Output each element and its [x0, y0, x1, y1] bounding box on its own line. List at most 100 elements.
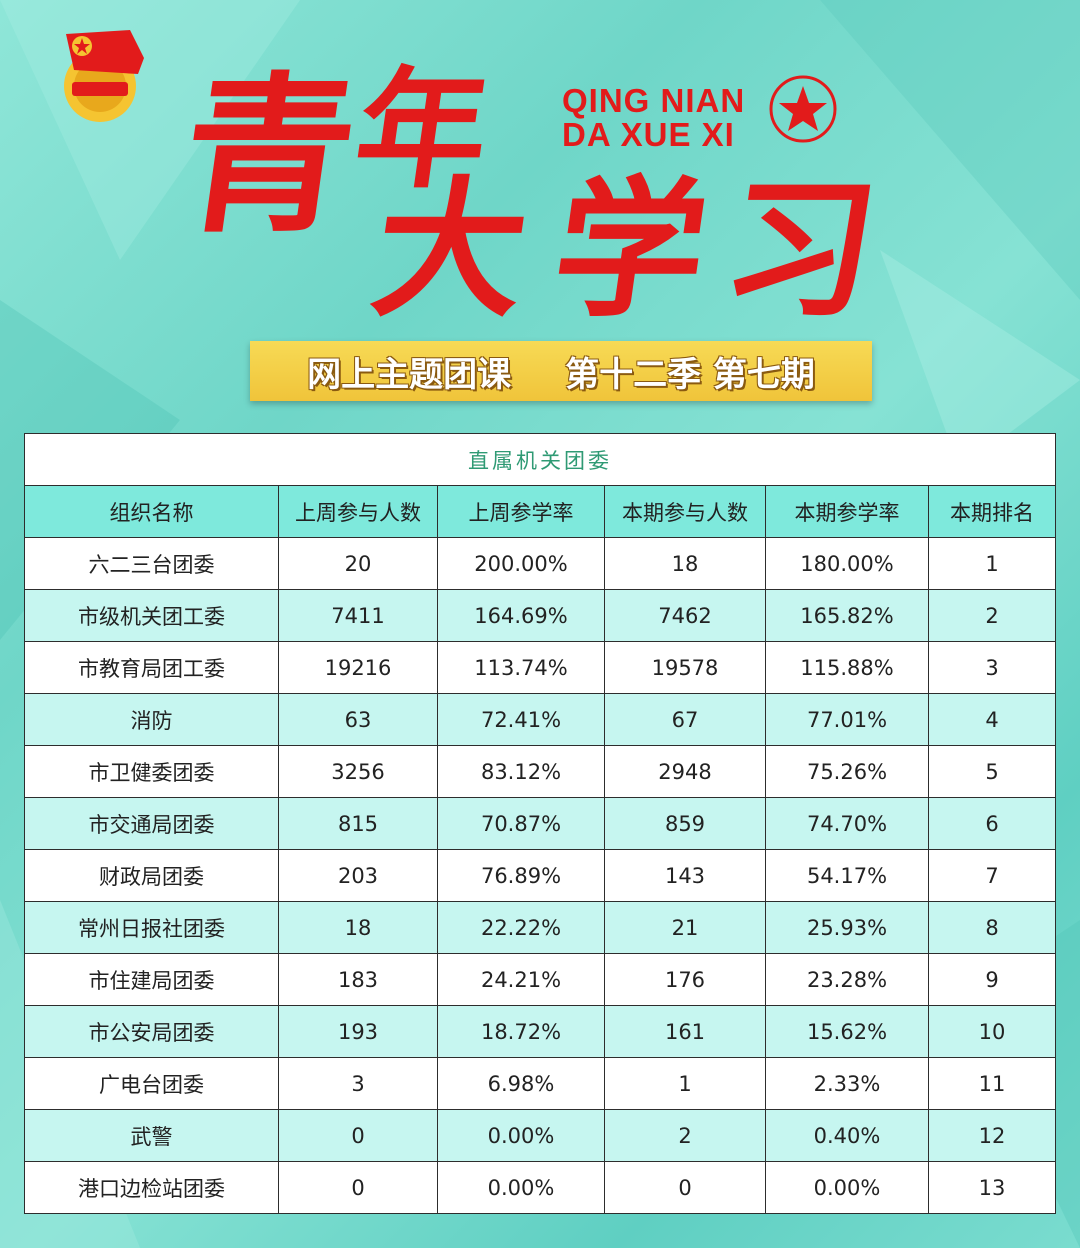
- pinyin-line-2: DA XUE XI: [562, 116, 735, 153]
- table-cell: 25.93%: [765, 901, 929, 954]
- table-row: 市公安局团委 193 18.72% 161 15.62% 10: [24, 1005, 1057, 1058]
- table-cell: 18: [278, 901, 438, 954]
- table-cell: 63: [278, 693, 438, 746]
- table-cell: 161: [604, 1005, 766, 1058]
- column-header: 本期参与人数: [604, 485, 766, 538]
- table-cell: 1: [927, 537, 1057, 590]
- table-cell: 财政局团委: [24, 849, 279, 902]
- table-cell: 6: [927, 797, 1057, 850]
- table-cell: 0: [604, 1161, 766, 1214]
- table-cell: 2: [604, 1109, 766, 1162]
- table-cell: 164.69%: [437, 589, 605, 642]
- table-cell: 13: [927, 1161, 1057, 1214]
- table-cell: 3256: [278, 745, 438, 798]
- table-row: 常州日报社团委 18 22.22% 21 25.93% 8: [24, 901, 1057, 954]
- table-cell: 83.12%: [437, 745, 605, 798]
- table-row: 港口边检站团委 0 0.00% 0 0.00% 13: [24, 1161, 1057, 1214]
- table-cell: 0: [278, 1109, 438, 1162]
- table-row: 六二三台团委 20 200.00% 18 180.00% 1: [24, 537, 1057, 590]
- column-header: 本期参学率: [765, 485, 929, 538]
- table-row: 市卫健委团委 3256 83.12% 2948 75.26% 5: [24, 745, 1057, 798]
- table-cell: 7462: [604, 589, 766, 642]
- title-char: 习: [713, 163, 888, 320]
- table-cell: 0.00%: [437, 1161, 605, 1214]
- table-cell: 9: [927, 953, 1057, 1006]
- table-cell: 六二三台团委: [24, 537, 279, 590]
- table-cell: 23.28%: [765, 953, 929, 1006]
- table-cell: 200.00%: [437, 537, 605, 590]
- title-char: 年: [347, 55, 498, 206]
- column-header: 组织名称: [24, 485, 279, 538]
- table-row: 市教育局团工委 19216 113.74% 19578 115.88% 3: [24, 641, 1057, 694]
- table-cell: 54.17%: [765, 849, 929, 902]
- table-cell: 市卫健委团委: [24, 745, 279, 798]
- table-cell: 165.82%: [765, 589, 929, 642]
- table-cell: 176: [604, 953, 766, 1006]
- pinyin-line-1: QING NIAN: [562, 82, 746, 119]
- table-cell: 消防: [24, 693, 279, 746]
- star-circle-icon: [769, 75, 837, 143]
- table-cell: 4: [927, 693, 1057, 746]
- table-cell: 8: [927, 901, 1057, 954]
- table-cell: 10: [927, 1005, 1057, 1058]
- table-cell: 2948: [604, 745, 766, 798]
- table-cell: 22.22%: [437, 901, 605, 954]
- table-cell: 24.21%: [437, 953, 605, 1006]
- table-cell: 市住建局团委: [24, 953, 279, 1006]
- table-cell: 67: [604, 693, 766, 746]
- table-row: 市级机关团工委 7411 164.69% 7462 165.82% 2: [24, 589, 1057, 642]
- table-cell: 21: [604, 901, 766, 954]
- table-cell: 12: [927, 1109, 1057, 1162]
- table-cell: 183: [278, 953, 438, 1006]
- column-header: 上周参学率: [437, 485, 605, 538]
- table-cell: 75.26%: [765, 745, 929, 798]
- table-cell: 市交通局团委: [24, 797, 279, 850]
- table-cell: 143: [604, 849, 766, 902]
- table-row: 广电台团委 3 6.98% 1 2.33% 11: [24, 1057, 1057, 1110]
- table-cell: 859: [604, 797, 766, 850]
- youth-league-emblem: [64, 30, 144, 122]
- banner-episode-label: 第十二季 第七期: [565, 354, 815, 395]
- table-header-row: 组织名称 上周参与人数 上周参学率 本期参与人数 本期参学率 本期排名: [24, 485, 1057, 538]
- table-cell: 3: [927, 641, 1057, 694]
- table-cell: 77.01%: [765, 693, 929, 746]
- table-cell: 市教育局团工委: [24, 641, 279, 694]
- table-cell: 815: [278, 797, 438, 850]
- title-char: 青: [190, 58, 367, 256]
- table-cell: 180.00%: [765, 537, 929, 590]
- table-cell: 3: [278, 1057, 438, 1110]
- table-cell: 72.41%: [437, 693, 605, 746]
- table-row: 市住建局团委 183 24.21% 176 23.28% 9: [24, 953, 1057, 1006]
- table-cell: 0.00%: [765, 1161, 929, 1214]
- table-cell: 20: [278, 537, 438, 590]
- table-cell: 0: [278, 1161, 438, 1214]
- table-cell: 203: [278, 849, 438, 902]
- table-row: 武警 0 0.00% 2 0.40% 12: [24, 1109, 1057, 1162]
- table-cell: 7: [927, 849, 1057, 902]
- table-cell: 市级机关团工委: [24, 589, 279, 642]
- table-cell: 15.62%: [765, 1005, 929, 1058]
- title-pinyin: QING NIAN DA XUE XI: [562, 84, 745, 152]
- table-row: 市交通局团委 815 70.87% 859 74.70% 6: [24, 797, 1057, 850]
- title-char: 学: [543, 163, 718, 320]
- table-cell: 19216: [278, 641, 438, 694]
- table-cell: 193: [278, 1005, 438, 1058]
- table-cell: 7411: [278, 589, 438, 642]
- participation-table: 直属机关团委 组织名称 上周参与人数 上周参学率 本期参与人数 本期参学率 本期…: [23, 433, 1057, 1214]
- table-row: 财政局团委 203 76.89% 143 54.17% 7: [24, 849, 1057, 902]
- table-cell: 70.87%: [437, 797, 605, 850]
- table-cell: 19578: [604, 641, 766, 694]
- table-cell: 武警: [24, 1109, 279, 1162]
- table-cell: 2.33%: [765, 1057, 929, 1110]
- column-header: 上周参与人数: [278, 485, 438, 538]
- table-cell: 0.40%: [765, 1109, 929, 1162]
- table-cell: 115.88%: [765, 641, 929, 694]
- table-cell: 18: [604, 537, 766, 590]
- title-char: 大: [363, 163, 538, 320]
- table-cell: 0.00%: [437, 1109, 605, 1162]
- episode-banner: 网上主题团课 第十二季 第七期: [250, 341, 872, 401]
- table-cell: 广电台团委: [24, 1057, 279, 1110]
- table-cell: 常州日报社团委: [24, 901, 279, 954]
- table-cell: 113.74%: [437, 641, 605, 694]
- banner-course-label: 网上主题团课: [307, 354, 512, 395]
